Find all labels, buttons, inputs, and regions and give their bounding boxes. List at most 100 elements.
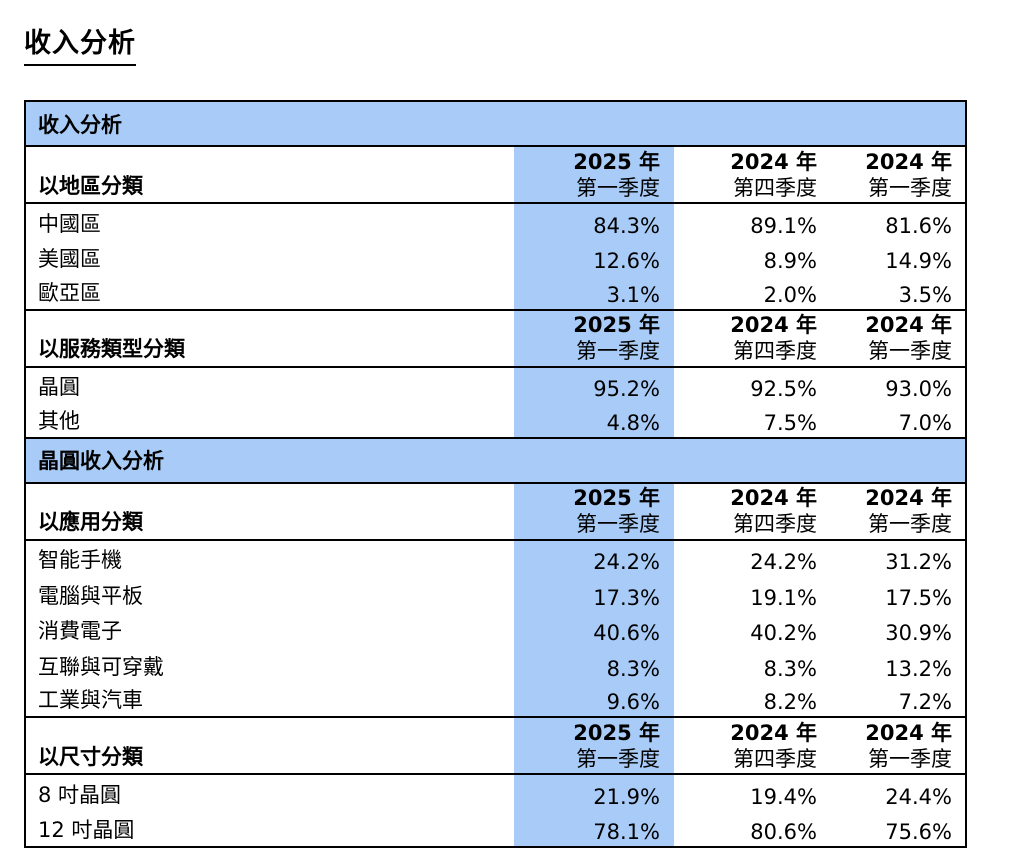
cell-q1-2025: 17.3%	[514, 576, 674, 612]
group-label: 以服務類型分類	[38, 337, 185, 361]
cell-q1-2025: 24.2%	[514, 540, 674, 576]
table-row: 晶圓 95.2% 92.5% 93.0%	[26, 367, 965, 403]
cell-q4-2024: 19.4%	[750, 784, 817, 809]
column-header-q4-2024: 2024 年 第四季度	[674, 718, 823, 773]
column-header-q4-2024: 2024 年 第四季度	[674, 311, 823, 366]
cell-q1-2025: 4.8%	[514, 403, 674, 437]
column-header-quarter: 第四季度	[733, 746, 817, 771]
cell-q1-2025: 12.6%	[514, 239, 674, 275]
table-row: 歐亞區 3.1% 2.0% 3.5%	[26, 275, 965, 311]
cell-q4-2024: 80.6%	[750, 820, 817, 844]
column-header-year: 2025 年	[573, 149, 660, 174]
cell-q1-2024: 7.0%	[898, 410, 952, 435]
cell-q4-2024: 24.2%	[750, 550, 817, 574]
cell-q1-2024: 17.5%	[885, 585, 952, 610]
cell-q1-2025: 78.1%	[514, 810, 674, 846]
cell-q4-2024: 92.5%	[750, 377, 817, 401]
cell-q4-2024: 8.3%	[763, 656, 817, 681]
table-row: 工業與汽車 9.6% 8.2% 7.2%	[26, 682, 965, 718]
column-header-quarter: 第一季度	[868, 175, 952, 200]
section-title: 晶圓收入分析	[38, 449, 164, 473]
row-label: 互聯與可穿戴	[38, 654, 164, 679]
table-row: 消費電子 40.6% 40.2% 30.9%	[26, 611, 965, 647]
group-header-size: 以尺寸分類 2025 年 第一季度 2024 年 第四季度 2024 年 第一季…	[26, 718, 965, 775]
column-header-q1-2025: 2025 年 第一季度	[514, 310, 674, 366]
group-header-application: 以應用分類 2025 年 第一季度 2024 年 第四季度 2024 年 第一季…	[26, 483, 965, 541]
column-header-quarter: 第一季度	[868, 746, 952, 771]
group-header-region: 以地區分類 2025 年 第一季度 2024 年 第四季度 2024 年 第一季…	[26, 147, 965, 204]
group-header-service-type: 以服務類型分類 2025 年 第一季度 2024 年 第四季度 2024 年 第…	[26, 310, 965, 368]
column-header-q1-2025: 2025 年 第一季度	[514, 147, 674, 202]
revenue-analysis-table: 收入分析 以地區分類 2025 年 第一季度 2024 年 第四季度 2024 …	[24, 100, 967, 848]
row-label: 電腦與平板	[38, 583, 143, 608]
column-header-year: 2024 年	[865, 720, 952, 745]
cell-q1-2024: 7.2%	[898, 690, 952, 714]
column-header-year: 2024 年	[730, 149, 817, 174]
row-label: 其他	[38, 408, 80, 433]
column-header-year: 2024 年	[730, 313, 817, 337]
cell-q1-2025: 9.6%	[514, 682, 674, 716]
column-header-q4-2024: 2024 年 第四季度	[674, 147, 823, 202]
column-header-year: 2025 年	[573, 720, 660, 745]
section-band-revenue-analysis: 收入分析	[26, 102, 965, 147]
cell-q1-2024: 93.0%	[885, 377, 952, 401]
column-header-q1-2024: 2024 年 第一季度	[823, 484, 965, 539]
cell-q1-2025: 40.6%	[514, 611, 674, 647]
column-header-q1-2025: 2025 年 第一季度	[514, 483, 674, 539]
row-label: 美國區	[38, 247, 101, 271]
cell-q1-2024: 13.2%	[885, 656, 952, 681]
column-header-quarter: 第一季度	[868, 512, 952, 536]
column-header-year: 2024 年	[865, 486, 952, 510]
cell-q4-2024: 2.0%	[763, 282, 817, 307]
column-header-q1-2024: 2024 年 第一季度	[823, 311, 965, 366]
table-row: 互聯與可穿戴 8.3% 8.3% 13.2%	[26, 647, 965, 683]
table-row: 8 吋晶圓 21.9% 19.4% 24.4%	[26, 775, 965, 811]
row-label: 歐亞區	[38, 280, 101, 305]
column-header-q1-2025: 2025 年 第一季度	[514, 718, 674, 773]
cell-q1-2025: 84.3%	[514, 204, 674, 240]
cell-q1-2024: 81.6%	[885, 213, 952, 238]
column-header-year: 2025 年	[573, 313, 660, 337]
group-label: 以應用分類	[38, 510, 143, 534]
column-header-quarter: 第四季度	[733, 175, 817, 200]
column-header-q1-2024: 2024 年 第一季度	[823, 147, 965, 202]
column-header-quarter: 第一季度	[576, 512, 660, 536]
cell-q1-2025: 95.2%	[514, 367, 674, 403]
column-header-q1-2024: 2024 年 第一季度	[823, 718, 965, 773]
group-label: 以地區分類	[38, 173, 143, 198]
cell-q4-2024: 7.5%	[763, 410, 817, 435]
cell-q4-2024: 8.9%	[763, 249, 817, 273]
table-row: 智能手機 24.2% 24.2% 31.2%	[26, 540, 965, 576]
column-header-quarter: 第一季度	[576, 175, 660, 200]
cell-q4-2024: 8.2%	[763, 690, 817, 714]
cell-q1-2025: 8.3%	[514, 647, 674, 683]
table-row: 電腦與平板 17.3% 19.1% 17.5%	[26, 576, 965, 612]
section-band-wafer-revenue-analysis: 晶圓收入分析	[26, 438, 965, 484]
group-label: 以尺寸分類	[38, 744, 143, 769]
row-label: 8 吋晶圓	[38, 782, 122, 807]
section-title: 收入分析	[38, 112, 122, 137]
row-label: 智能手機	[38, 548, 122, 572]
cell-q1-2024: 24.4%	[885, 784, 952, 809]
column-header-quarter: 第四季度	[733, 339, 817, 363]
column-header-quarter: 第一季度	[868, 339, 952, 363]
table-row: 中國區 84.3% 89.1% 81.6%	[26, 204, 965, 240]
row-label: 12 吋晶圓	[38, 818, 135, 842]
cell-q1-2024: 3.5%	[898, 282, 952, 307]
cell-q1-2024: 75.6%	[885, 820, 952, 844]
page-title: 收入分析	[24, 26, 136, 66]
column-header-year: 2025 年	[573, 486, 660, 510]
row-label: 中國區	[38, 211, 101, 236]
row-label: 工業與汽車	[38, 688, 143, 712]
cell-q1-2024: 30.9%	[885, 621, 952, 645]
cell-q1-2024: 14.9%	[885, 249, 952, 273]
column-header-year: 2024 年	[730, 486, 817, 510]
column-header-quarter: 第一季度	[576, 746, 660, 771]
cell-q4-2024: 40.2%	[750, 621, 817, 645]
row-label: 晶圓	[38, 375, 80, 399]
row-label: 消費電子	[38, 619, 122, 643]
cell-q4-2024: 19.1%	[750, 585, 817, 610]
cell-q1-2025: 3.1%	[514, 275, 674, 309]
column-header-year: 2024 年	[865, 313, 952, 337]
column-header-quarter: 第四季度	[733, 512, 817, 536]
